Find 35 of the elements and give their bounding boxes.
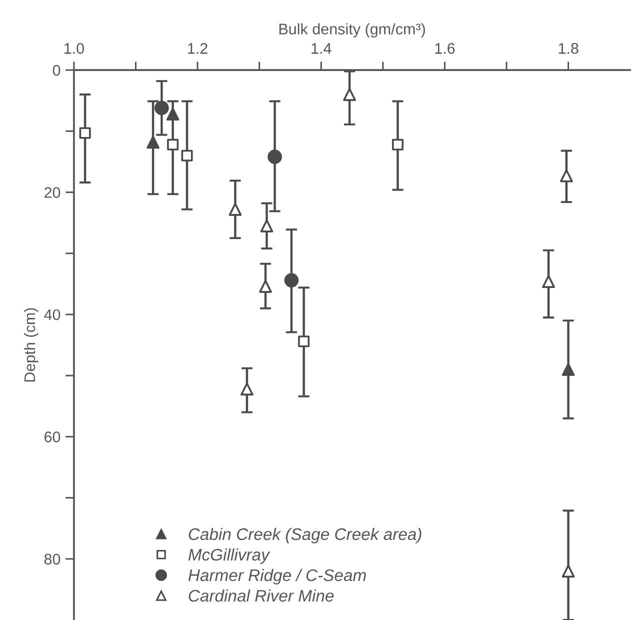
point: [343, 88, 356, 101]
legend-label: Cabin Creek (Sage Creek area): [188, 528, 422, 544]
point: [228, 202, 242, 216]
point: [562, 564, 575, 578]
point: [259, 280, 272, 293]
legend-label: Cardinal River Mine: [188, 589, 334, 602]
y-tick-label: 20: [44, 187, 60, 198]
legend-label: McGillivray: [188, 548, 270, 564]
point: [542, 275, 555, 288]
x-tick-label: 1.6: [435, 43, 455, 54]
x-tick-label: 1.2: [188, 43, 208, 54]
y-tick-label: 40: [44, 309, 60, 320]
point: [146, 136, 160, 149]
point: [560, 169, 573, 182]
y-tick-label: 60: [44, 432, 60, 442]
point: [166, 108, 180, 121]
x-tick-label: 1.8: [558, 43, 578, 54]
x-tick-label: 1.0: [64, 43, 84, 54]
y-axis-title: Depth (cm): [24, 308, 38, 382]
point: [154, 100, 169, 116]
y-tick-label: 80: [44, 554, 60, 565]
point: [562, 363, 575, 376]
legend-label: Harmer Ridge / C-Seam: [188, 568, 366, 584]
point: [392, 138, 404, 150]
point: [298, 336, 310, 348]
x-tick-label: 1.4: [312, 43, 332, 54]
point: [284, 273, 299, 288]
point: [268, 150, 282, 164]
point: [260, 219, 274, 232]
point: [79, 127, 91, 139]
y-tick-label: 0: [52, 64, 60, 76]
point: [181, 150, 193, 162]
point: [240, 382, 254, 396]
x-axis-title: Bulk density (gm/cm³): [279, 23, 425, 38]
point: [167, 138, 179, 150]
